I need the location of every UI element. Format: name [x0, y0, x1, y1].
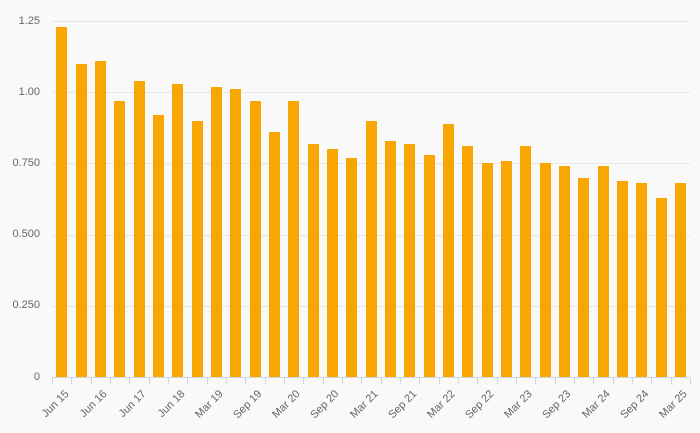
x-axis-tick	[612, 378, 614, 384]
x-axis-tick	[496, 378, 498, 384]
x-axis-tick	[651, 378, 653, 384]
bar[interactable]	[249, 100, 261, 377]
bar[interactable]	[210, 86, 222, 377]
bar[interactable]	[636, 183, 648, 377]
bar[interactable]	[326, 149, 338, 377]
x-axis-label: Jun 15	[39, 388, 72, 420]
y-axis-label: 0.250	[12, 299, 40, 311]
bar[interactable]	[578, 177, 590, 377]
bar[interactable]	[655, 197, 667, 377]
x-axis-tick	[380, 378, 382, 384]
x-axis-label: Mar 24	[579, 388, 613, 421]
x-axis-label: Sep 20	[308, 388, 342, 422]
x-axis-tick	[90, 378, 92, 384]
bar[interactable]	[500, 160, 512, 377]
x-axis-tick	[129, 378, 131, 384]
x-axis-tick	[438, 378, 440, 384]
x-axis-tick	[148, 378, 150, 384]
x-axis-tick	[632, 378, 633, 384]
bar[interactable]	[152, 115, 164, 377]
bar[interactable]	[539, 163, 551, 377]
bar[interactable]	[616, 180, 628, 377]
y-axis-label: 1.25	[18, 15, 40, 27]
y-axis-label: 1.00	[18, 86, 40, 98]
x-axis-label: Mar 20	[270, 388, 304, 421]
x-axis-tick	[226, 378, 227, 384]
bar[interactable]	[56, 26, 68, 377]
y-gridline	[52, 92, 690, 93]
y-axis-label: 0.750	[12, 157, 40, 169]
bar[interactable]	[384, 140, 396, 377]
bar[interactable]	[94, 60, 106, 377]
x-axis-tick	[322, 378, 324, 384]
bar[interactable]	[404, 143, 416, 377]
x-axis-label: Jun 17	[116, 388, 149, 420]
bar[interactable]	[481, 163, 493, 377]
x-axis-tick	[361, 378, 363, 384]
x-axis-tick	[458, 378, 459, 384]
x-axis-tick	[516, 378, 517, 384]
x-axis-tick	[71, 378, 73, 384]
bar[interactable]	[288, 100, 300, 377]
bar[interactable]	[423, 154, 435, 377]
bar[interactable]	[462, 146, 474, 377]
x-axis-tick	[245, 378, 247, 384]
bar[interactable]	[346, 157, 358, 377]
x-axis-tick	[52, 378, 53, 384]
y-gridline	[52, 21, 690, 22]
x-axis-tick	[342, 378, 343, 384]
x-axis-tick	[187, 378, 189, 384]
bar[interactable]	[365, 120, 377, 377]
x-axis-tick	[690, 378, 691, 384]
bar[interactable]	[674, 183, 686, 377]
x-axis-label: Sep 19	[231, 388, 265, 422]
y-axis-label: 0.500	[12, 228, 40, 240]
bar[interactable]	[133, 80, 145, 377]
bar[interactable]	[114, 100, 126, 377]
x-axis-tick	[554, 378, 556, 384]
x-axis-label: Mar 23	[502, 388, 536, 421]
x-axis-label: Jun 18	[155, 388, 188, 420]
x-axis-tick	[206, 378, 208, 384]
bar[interactable]	[191, 120, 203, 377]
x-axis-tick	[477, 378, 479, 384]
x-axis-label: Sep 21	[386, 388, 420, 422]
x-axis-tick	[400, 378, 401, 384]
bar[interactable]	[75, 63, 87, 377]
x-axis-tick	[303, 378, 305, 384]
x-axis-tick	[670, 378, 672, 384]
x-axis-tick	[284, 378, 285, 384]
bar[interactable]	[442, 123, 454, 377]
x-axis-tick	[264, 378, 266, 384]
x-axis-tick	[535, 378, 537, 384]
x-axis-tick	[110, 378, 111, 384]
x-axis-label: Sep 22	[463, 388, 497, 422]
x-axis-label: Mar 25	[657, 388, 690, 421]
x-axis-tick	[593, 378, 595, 384]
bar[interactable]	[520, 146, 532, 377]
x-axis-label: Jun 16	[77, 388, 110, 420]
bar[interactable]	[597, 166, 609, 377]
bar[interactable]	[172, 83, 184, 377]
x-axis-tick	[574, 378, 575, 384]
bar[interactable]	[558, 166, 570, 377]
y-axis-label: 0	[33, 371, 40, 383]
x-axis-line	[52, 377, 690, 378]
bar[interactable]	[307, 143, 319, 377]
x-axis-label: Sep 23	[540, 388, 574, 422]
x-axis-tick	[419, 378, 421, 384]
x-axis-label: Mar 21	[347, 388, 381, 421]
bar[interactable]	[230, 89, 242, 377]
x-axis-label: Sep 24	[618, 388, 652, 422]
bar[interactable]	[268, 132, 280, 377]
x-axis-tick	[168, 378, 169, 384]
x-axis-label: Mar 22	[425, 388, 458, 421]
x-axis-label: Mar 19	[193, 388, 226, 421]
